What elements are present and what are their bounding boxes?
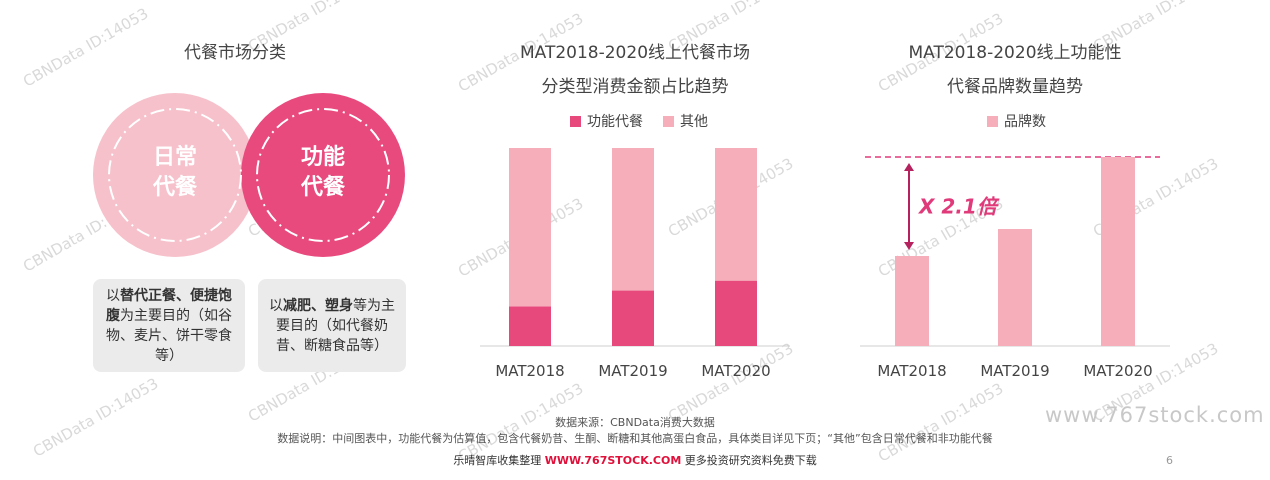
share-tick-mat2018: MAT2018: [495, 362, 564, 380]
legend-label-other: 其他: [680, 114, 708, 130]
brand-tick-mat2019: MAT2019: [980, 362, 1049, 380]
source-note: 数据来源：CBNData消费大数据: [555, 416, 715, 429]
bar-functional-mat2018: [509, 306, 551, 346]
bar-other-mat2020: [715, 148, 757, 281]
footer-url: WWW.767STOCK.COM: [544, 454, 682, 467]
bar-brands-mat2020: [1101, 157, 1135, 346]
bar-other-mat2018: [509, 148, 551, 307]
brand-tick-mat2018: MAT2018: [877, 362, 946, 380]
bar-functional-mat2020: [715, 280, 757, 346]
daily-meal-circle: [93, 93, 257, 257]
functional-meal-label: 功能 代餐: [300, 145, 345, 200]
share-tick-mat2019: MAT2019: [598, 362, 667, 380]
share-tick-mat2020: MAT2020: [701, 362, 770, 380]
legend-label-functional: 功能代餐: [587, 114, 643, 130]
functional-meal-description: 以减肥、塑身等为主要目的（如代餐奶昔、断糖食品等）: [258, 279, 406, 372]
page-number: 6: [1166, 454, 1173, 467]
functional-circle-dash: [256, 108, 390, 242]
bar-brands-mat2019: [998, 229, 1032, 346]
functional-meal-circle: [241, 93, 405, 257]
brand-chart-legend: 品牌数: [987, 111, 1046, 131]
growth-arrow-up-head: [904, 163, 914, 171]
classification-title: 代餐市场分类: [184, 43, 286, 63]
legend-swatch-other: [663, 115, 674, 127]
bar-brands-mat2018: [895, 256, 929, 346]
growth-annotation: X 2.1倍: [917, 195, 1000, 219]
share-stacked-bar-chart: MAT2018 MAT2019 MAT2020: [480, 148, 790, 380]
legend-swatch-functional: [570, 115, 581, 127]
legend-label-brands: 品牌数: [1004, 114, 1046, 130]
brand-tick-mat2020: MAT2020: [1083, 362, 1152, 380]
growth-arrow-down-head: [904, 242, 914, 250]
legend-swatch-brands: [987, 115, 998, 127]
daily-meal-description: 以替代正餐、便捷饱腹为主要目的（如谷物、麦片、饼干零食等）: [93, 279, 245, 372]
share-chart-legend: 功能代餐 其他: [570, 111, 708, 131]
explanation-note: 数据说明：中间图表中，功能代餐为估算值，包含代餐奶昔、生酮、断糖和其他高蛋白食品…: [277, 432, 993, 445]
brand-chart-title: MAT2018-2020线上功能性 代餐品牌数量趋势: [908, 43, 1122, 97]
bar-functional-mat2019: [612, 290, 654, 346]
venn-diagram: [93, 93, 405, 257]
daily-circle-dash: [108, 108, 242, 242]
share-chart-title: MAT2018-2020线上代餐市场 分类型消费金额占比趋势: [519, 43, 751, 97]
brand-count-bar-chart: MAT2018 MAT2019 MAT2020 X 2.1倍: [860, 156, 1170, 380]
site-watermark: www.767stock.com: [1045, 403, 1265, 427]
footer-text: 乐晴智库收集整理 WWW.767STOCK.COM 更多投资研究资料免费下载: [453, 454, 817, 467]
bar-other-mat2019: [612, 148, 654, 291]
daily-meal-label: 日常 代餐: [152, 145, 197, 200]
